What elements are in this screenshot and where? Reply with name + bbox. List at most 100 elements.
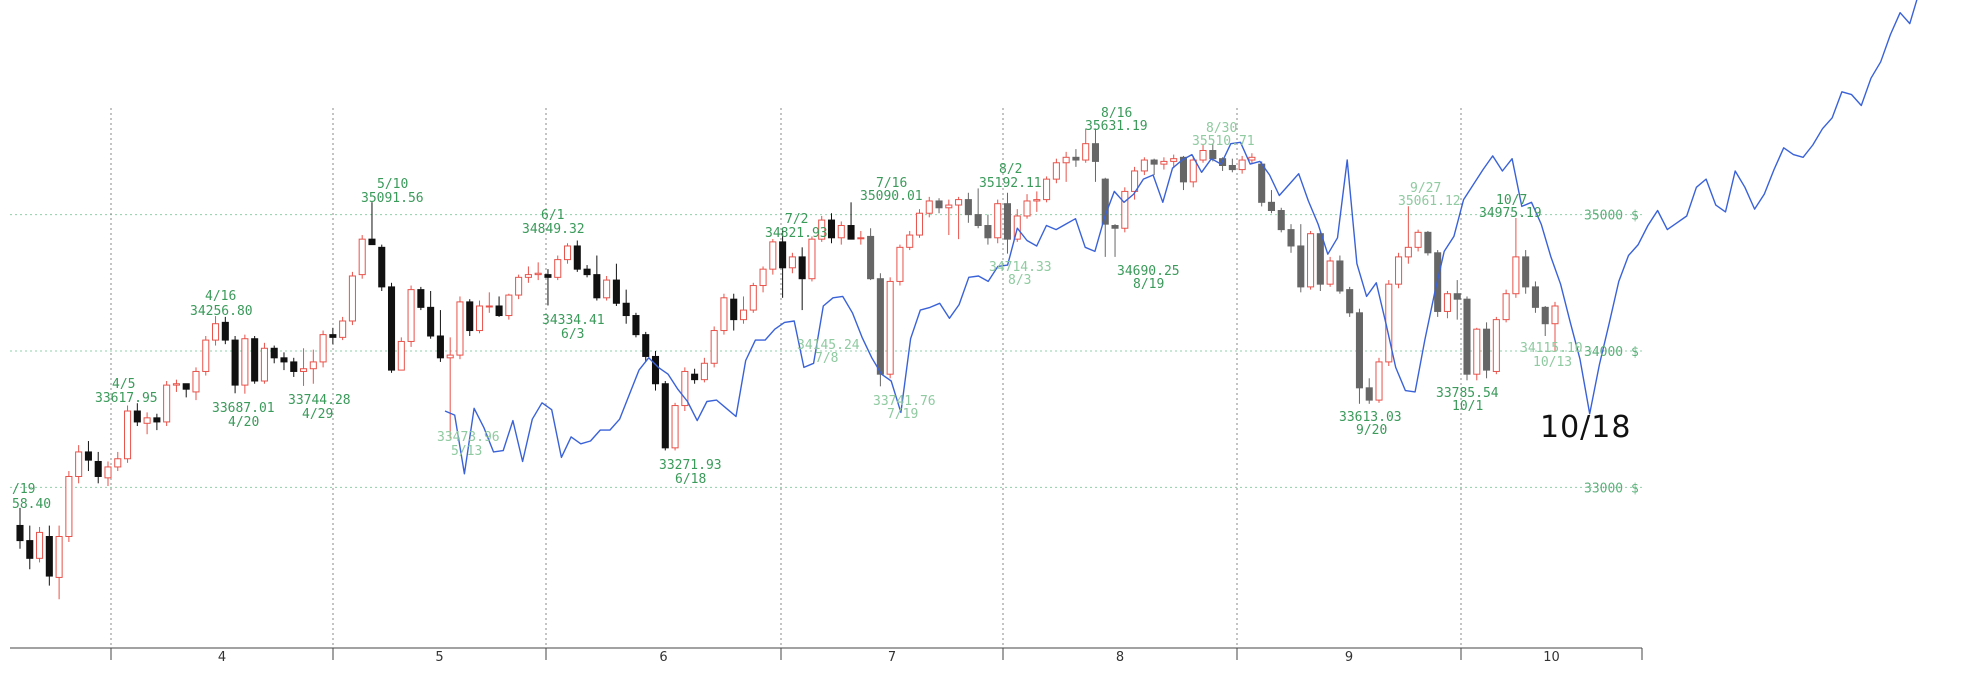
candle-body <box>16 524 24 542</box>
candle-body <box>1258 163 1266 203</box>
annotation-label: 4/20 <box>228 415 259 430</box>
candle-body <box>1072 156 1080 161</box>
candle <box>270 345 278 364</box>
candle <box>1062 151 1070 182</box>
candle-body <box>945 204 953 209</box>
candle <box>1473 327 1481 381</box>
candle <box>720 293 728 335</box>
annotations: /1958.404/533617.954/1634256.8033687.014… <box>12 106 1583 512</box>
candle <box>75 445 83 484</box>
annotation-label: 34821.93 <box>765 226 828 241</box>
candle-body <box>837 225 845 239</box>
annotation-label: 35090.01 <box>860 189 923 204</box>
candle-body <box>466 301 474 332</box>
candle-body <box>935 200 943 209</box>
candle-body <box>309 361 317 370</box>
candle <box>212 316 220 346</box>
candle-body <box>1160 160 1168 165</box>
candle <box>622 289 630 324</box>
candle <box>221 316 229 345</box>
candle <box>1502 289 1510 323</box>
candle-body <box>1101 178 1109 225</box>
candle-body <box>55 536 63 578</box>
candle <box>955 196 963 240</box>
candle <box>407 285 415 347</box>
candle <box>603 275 611 301</box>
candle-body <box>622 302 630 317</box>
candle-body <box>1453 293 1461 300</box>
candle-body <box>710 330 718 364</box>
candle-body <box>241 338 249 386</box>
candle <box>202 335 210 376</box>
candle <box>1209 143 1217 162</box>
candle <box>163 381 171 427</box>
candle <box>974 188 982 229</box>
candle <box>1082 128 1090 163</box>
candle <box>563 243 572 264</box>
candle-body <box>515 276 523 296</box>
annotation-label: 4/29 <box>302 407 333 422</box>
candle-body <box>260 347 268 382</box>
candle-body <box>1131 170 1139 192</box>
candle-body <box>1473 328 1481 375</box>
annotation-label: 10/13 <box>1533 355 1572 370</box>
candle <box>1199 145 1207 163</box>
candle-body <box>1052 162 1060 180</box>
candle <box>36 526 44 563</box>
candle-body <box>1228 164 1236 171</box>
candle-body <box>339 320 347 338</box>
candle <box>857 230 865 245</box>
candle-body <box>1404 246 1412 258</box>
candle <box>290 357 298 377</box>
candle-body <box>202 339 210 372</box>
annotation-label: 58.40 <box>12 497 51 512</box>
candle <box>651 351 660 391</box>
candle <box>368 202 376 246</box>
candle-body <box>1023 200 1031 217</box>
candle-body <box>642 334 650 357</box>
annotation-label: 34256.80 <box>190 304 253 319</box>
candle-body <box>407 289 415 342</box>
candle <box>925 196 933 218</box>
candle <box>495 296 503 317</box>
annotation-label: 34714.33 <box>989 260 1052 275</box>
candle <box>466 299 474 336</box>
candle-body <box>485 305 493 308</box>
candle-body <box>818 219 826 240</box>
candle-body <box>798 256 806 280</box>
x-month-label: 10 <box>1543 650 1560 665</box>
candle <box>681 367 689 412</box>
candle <box>691 368 699 384</box>
candle <box>1336 255 1344 294</box>
price-line-series <box>444 0 1918 475</box>
candle-body <box>84 451 92 461</box>
candle-body <box>446 354 454 359</box>
x-axis: 4 5 6 7 8 9 10 <box>10 647 1643 665</box>
candle-body <box>1502 293 1510 321</box>
annotation-label: 8/19 <box>1133 277 1164 292</box>
annotation-label: 10/7 <box>1496 193 1527 208</box>
candle <box>1179 155 1188 191</box>
candle-body <box>94 460 102 477</box>
candle-body <box>1492 319 1500 372</box>
candle <box>358 235 366 279</box>
candle-body <box>886 280 894 375</box>
candle-body <box>1267 201 1275 212</box>
candle <box>1483 322 1491 379</box>
candle-body <box>573 245 581 270</box>
candle-body <box>1179 156 1188 183</box>
candle-body <box>368 238 376 246</box>
candle <box>280 352 288 371</box>
candle-body <box>251 338 259 382</box>
annotation-label: 4/5 <box>112 377 135 392</box>
x-month-label: 8 <box>1116 650 1124 665</box>
candle <box>1551 301 1559 351</box>
price-line <box>444 0 1918 475</box>
candle-body <box>720 297 728 332</box>
candle-body <box>788 256 796 269</box>
y-axis-labels: 33000 $ 34000 $ 35000 $ <box>1584 209 1639 497</box>
candle <box>1072 149 1080 167</box>
candle <box>387 282 396 373</box>
candle-body <box>1551 305 1559 325</box>
candle-body <box>221 321 229 341</box>
